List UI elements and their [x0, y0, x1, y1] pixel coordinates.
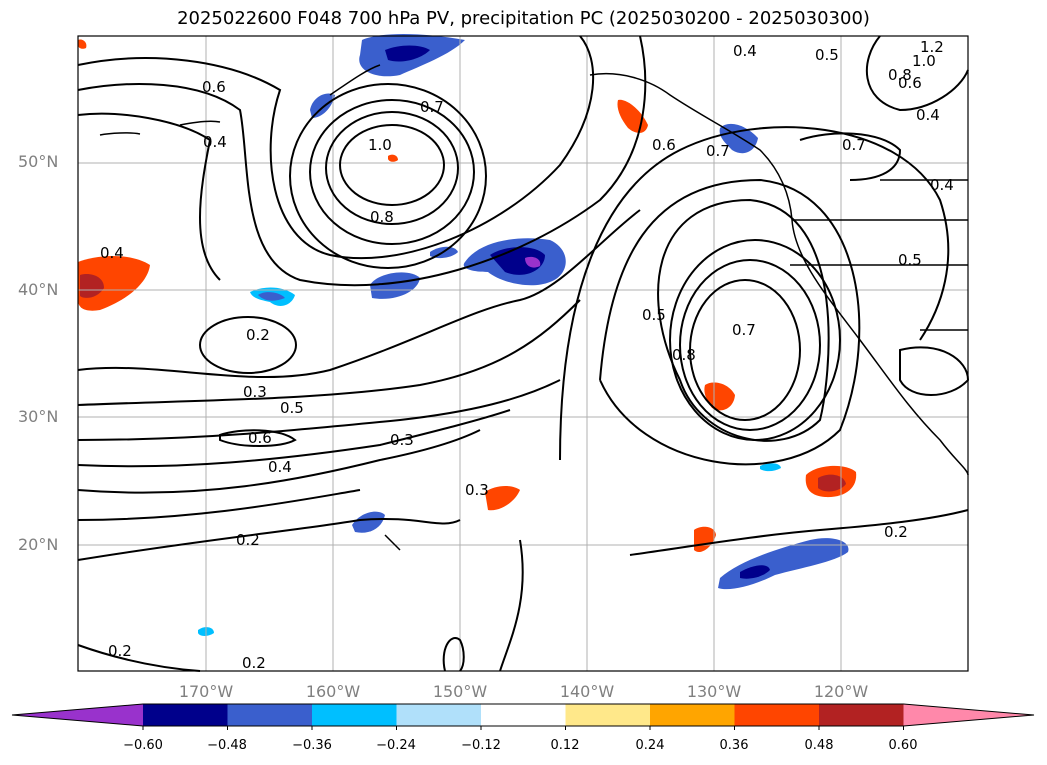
contour-label: 1.0 — [912, 52, 936, 70]
lon-label: 130°W — [686, 682, 742, 701]
contour-label: 0.5 — [280, 399, 304, 417]
contour-label: 0.2 — [108, 642, 132, 660]
contour-label: 0.6 — [652, 136, 676, 154]
contour-label: 0.2 — [246, 326, 270, 344]
lon-label: 170°W — [178, 682, 234, 701]
contour-label: 0.5 — [815, 46, 839, 64]
contour-label: 0.3 — [390, 431, 414, 449]
contour-label: 0.7 — [732, 321, 756, 339]
lon-label: 150°W — [432, 682, 488, 701]
lat-label: 50°N — [18, 152, 59, 171]
lat-label: 30°N — [18, 407, 59, 426]
colorbar-segment — [481, 704, 566, 726]
contour-label: 0.3 — [465, 481, 489, 499]
coastlines — [99, 64, 969, 551]
colorbar-tick: 0.24 — [635, 738, 665, 753]
contour-label: 0.4 — [733, 42, 757, 60]
colorbar-segment — [143, 704, 228, 726]
precip-shading — [78, 34, 857, 636]
contour-label: 0.8 — [672, 346, 696, 364]
contour-label: 0.6 — [898, 74, 922, 92]
colorbar-segment — [312, 704, 397, 726]
contour-labels: 0.6 0.4 1.0 0.7 0.8 0.4 0.5 1.2 1.0 0.8 … — [100, 38, 954, 672]
lat-label: 40°N — [18, 280, 59, 299]
colorbar-tick: −0.60 — [123, 738, 163, 753]
lon-label: 140°W — [559, 682, 615, 701]
colorbar-tick: 0.36 — [719, 738, 749, 753]
contour-label: 0.2 — [242, 654, 266, 672]
colorbar-tick: 0.60 — [888, 738, 918, 753]
contour-label: 0.3 — [243, 383, 267, 401]
colorbar-segment — [650, 704, 735, 726]
map-frame — [77, 35, 969, 672]
contour-label: 0.2 — [884, 523, 908, 541]
contour-label: 0.2 — [236, 531, 260, 549]
contour-label: 0.4 — [203, 133, 227, 151]
lon-label: 120°W — [813, 682, 869, 701]
colorbar-segment — [819, 704, 904, 726]
contour-label: 0.6 — [248, 429, 272, 447]
colorbar-extend-min — [12, 704, 143, 726]
colorbar-tick: 0.48 — [804, 738, 834, 753]
contour-label: 1.0 — [368, 136, 392, 154]
contour-label: 0.5 — [642, 306, 666, 324]
contour-label: 0.4 — [268, 458, 292, 476]
contour-label: 0.8 — [888, 66, 912, 84]
contour-label: 0.4 — [916, 106, 940, 124]
map-title: 2025022600 F048 700 hPa PV, precipitatio… — [177, 8, 870, 29]
contour-label: 0.7 — [706, 142, 730, 160]
contour-label: 1.2 — [920, 38, 944, 56]
pv-contours — [77, 35, 970, 672]
colorbar-tick: −0.24 — [376, 738, 416, 753]
contour-label: 0.8 — [370, 208, 394, 226]
colorbar-segment — [396, 704, 482, 726]
contour-label: 0.4 — [100, 244, 124, 262]
colorbar-tick: 0.12 — [550, 738, 580, 753]
contour-label: 0.7 — [420, 98, 444, 116]
colorbar-tick: −0.12 — [461, 738, 501, 753]
colorbar-tick: −0.48 — [207, 738, 247, 753]
precip-pos-1 — [78, 256, 150, 311]
colorbar-extend-max — [903, 704, 1034, 726]
lon-label: 160°W — [305, 682, 361, 701]
colorbar-segment — [565, 704, 651, 726]
colorbar-segment — [227, 704, 313, 726]
contour-label: 0.5 — [898, 251, 922, 269]
lat-label: 20°N — [18, 535, 59, 554]
contour-label: 0.7 — [842, 136, 866, 154]
contour-label: 0.4 — [930, 176, 954, 194]
contour-label: 0.6 — [202, 78, 226, 96]
colorbar-tick: −0.36 — [292, 738, 332, 753]
colorbar-segment — [734, 704, 820, 726]
